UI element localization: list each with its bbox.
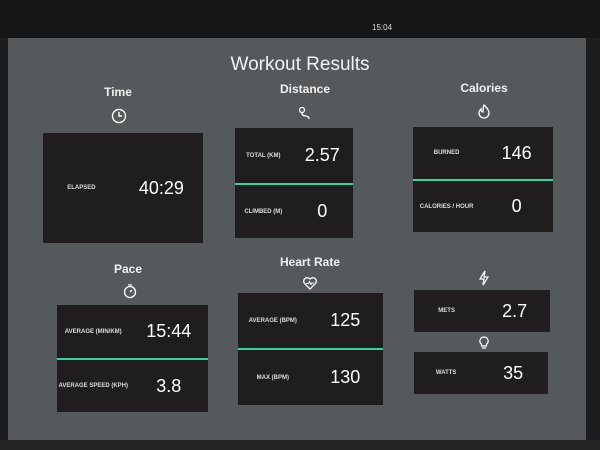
watts-value: 35 bbox=[503, 362, 524, 383]
total-distance-value: 2.57 bbox=[304, 145, 340, 165]
pace-panel: AVERAGE (MIN/KM) 15:44 AVERAGE SPEED (KPH… bbox=[57, 305, 208, 412]
watts-label: WATTS bbox=[435, 370, 457, 376]
stopwatch-icon bbox=[123, 284, 137, 299]
divider bbox=[413, 179, 553, 181]
heart-rate-panel: AVERAGE (BPM) 125 MAX (BPM) 130 bbox=[238, 293, 383, 405]
average-heart-rate-label: AVERAGE (BPM) bbox=[248, 317, 297, 324]
divider bbox=[238, 348, 383, 350]
climbed-value: 0 bbox=[317, 201, 328, 221]
mets-label: METS bbox=[438, 308, 455, 314]
climbed-label: CLIMBED (M) bbox=[244, 208, 283, 215]
calories-per-hour-label: CALORIES / HOUR bbox=[419, 203, 474, 210]
elapsed-value: 40:29 bbox=[138, 177, 184, 198]
distance-panel: TOTAL (KM) 2.57 CLIMBED (M) 0 bbox=[235, 128, 353, 238]
lightbulb-icon bbox=[479, 336, 489, 349]
max-heart-rate-label: MAX (BPM) bbox=[256, 374, 289, 381]
calories-per-hour-value: 0 bbox=[511, 196, 522, 216]
time-heading: Time bbox=[104, 85, 132, 99]
distance-heading: Distance bbox=[279, 82, 331, 96]
page-title: Workout Results bbox=[230, 54, 370, 75]
average-heart-rate-value: 125 bbox=[330, 310, 361, 330]
bezel-bottom bbox=[0, 440, 600, 450]
mets-value: 2.7 bbox=[502, 300, 528, 321]
max-heart-rate-value: 130 bbox=[330, 367, 361, 387]
burned-label: BURNED bbox=[433, 150, 460, 156]
watts-panel: WATTS 35 bbox=[414, 352, 548, 394]
status-bar: 15:04 bbox=[0, 0, 600, 38]
heart-rate-heading: Heart Rate bbox=[279, 255, 341, 269]
route-icon bbox=[298, 106, 310, 120]
average-speed-label: AVERAGE SPEED (KPH) bbox=[58, 383, 129, 389]
heart-pulse-icon bbox=[303, 277, 317, 290]
flame-icon bbox=[478, 103, 490, 119]
lightning-icon bbox=[478, 270, 490, 286]
average-pace-value: 15:44 bbox=[146, 321, 192, 341]
total-distance-label: TOTAL (KM) bbox=[246, 152, 281, 159]
calories-panel: BURNED 146 CALORIES / HOUR 0 bbox=[413, 127, 553, 232]
average-pace-label: AVERAGE (MIN/KM) bbox=[64, 328, 122, 335]
divider bbox=[57, 358, 208, 360]
pace-heading: Pace bbox=[113, 262, 143, 276]
status-time: 15:04 bbox=[372, 23, 393, 32]
time-panel: ELAPSED 40:29 bbox=[43, 133, 203, 243]
average-speed-value: 3.8 bbox=[156, 375, 182, 396]
elapsed-label: ELAPSED bbox=[67, 185, 96, 191]
divider bbox=[235, 183, 353, 185]
clock-icon bbox=[111, 108, 127, 124]
burned-value: 146 bbox=[501, 142, 532, 163]
calories-heading: Calories bbox=[460, 81, 508, 95]
mets-panel: METS 2.7 bbox=[414, 290, 550, 332]
